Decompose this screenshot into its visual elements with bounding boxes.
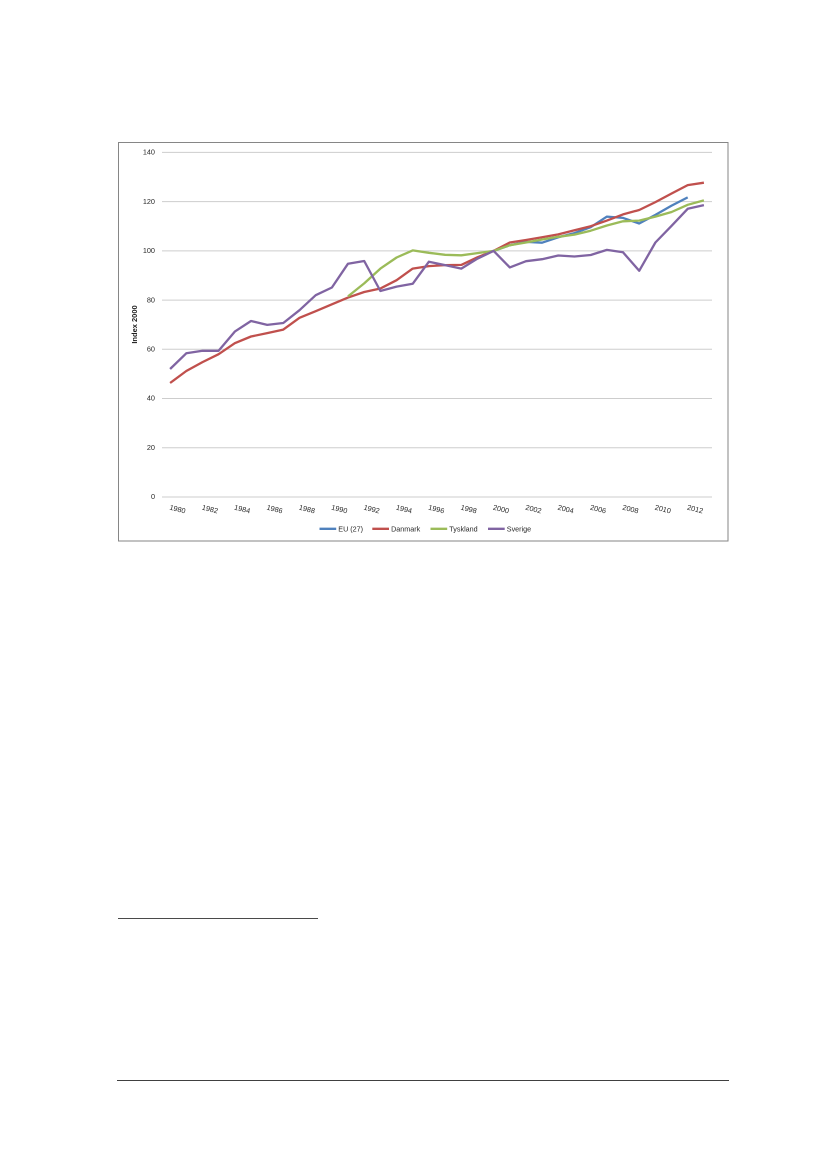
svg-text:20: 20 xyxy=(147,443,155,452)
svg-text:Index 2000: Index 2000 xyxy=(130,305,139,343)
svg-text:Tyskland: Tyskland xyxy=(449,524,477,533)
svg-text:Sverige: Sverige xyxy=(507,524,531,533)
svg-text:0: 0 xyxy=(151,492,155,501)
svg-text:1990: 1990 xyxy=(330,503,348,516)
svg-text:1980: 1980 xyxy=(169,503,187,516)
svg-text:1988: 1988 xyxy=(298,503,316,516)
svg-text:40: 40 xyxy=(147,394,155,403)
svg-text:2010: 2010 xyxy=(654,503,672,516)
svg-text:2006: 2006 xyxy=(589,503,607,516)
svg-text:2002: 2002 xyxy=(525,503,543,516)
svg-text:80: 80 xyxy=(147,295,155,304)
svg-text:120: 120 xyxy=(143,197,155,206)
svg-text:1992: 1992 xyxy=(363,503,381,516)
svg-text:1996: 1996 xyxy=(427,503,445,516)
svg-text:1986: 1986 xyxy=(266,503,284,516)
svg-text:1982: 1982 xyxy=(201,503,219,516)
svg-text:Danmark: Danmark xyxy=(391,524,421,533)
svg-text:2004: 2004 xyxy=(557,503,575,516)
svg-text:1998: 1998 xyxy=(460,503,478,516)
svg-text:2012: 2012 xyxy=(686,503,704,516)
svg-text:1994: 1994 xyxy=(395,503,413,516)
svg-text:2008: 2008 xyxy=(622,503,640,516)
svg-text:100: 100 xyxy=(143,246,155,255)
svg-text:EU (27): EU (27) xyxy=(338,524,363,533)
svg-text:140: 140 xyxy=(143,148,155,157)
svg-text:1984: 1984 xyxy=(233,503,251,516)
svg-text:2000: 2000 xyxy=(492,503,510,516)
svg-text:60: 60 xyxy=(147,345,155,354)
